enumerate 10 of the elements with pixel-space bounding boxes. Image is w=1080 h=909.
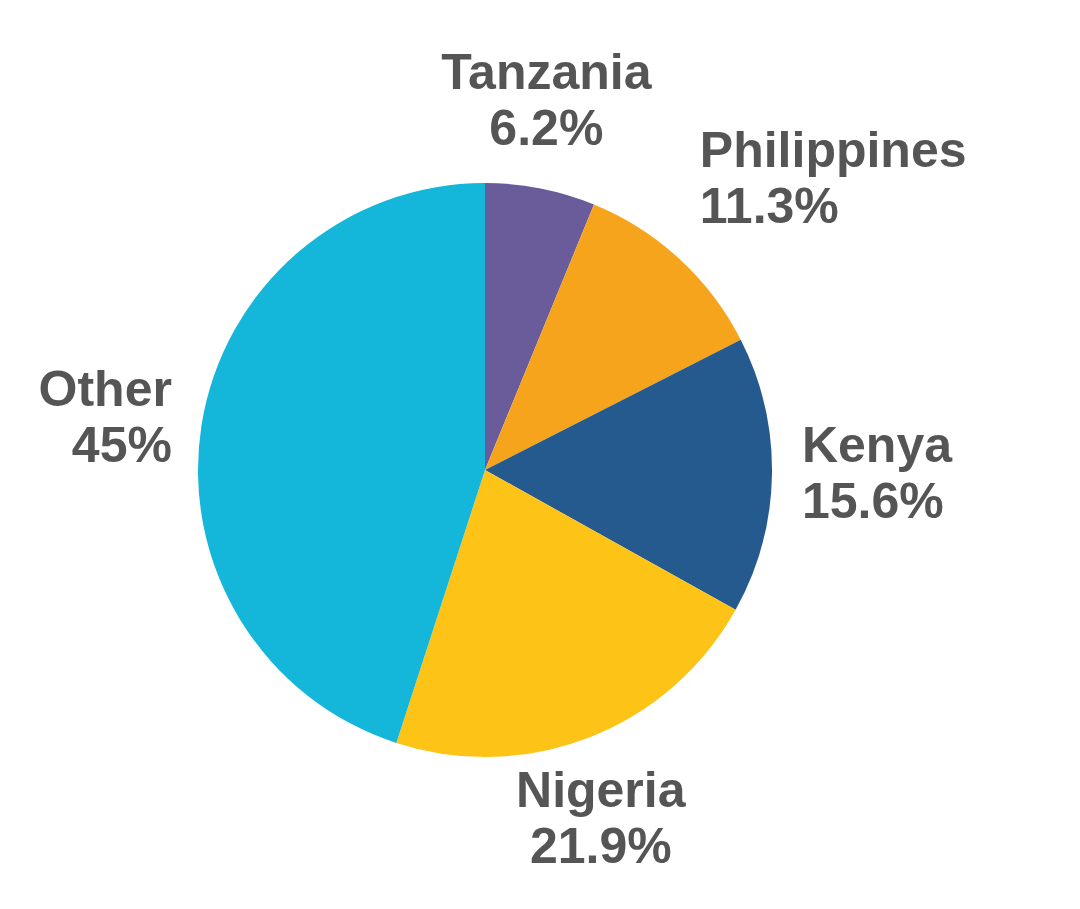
slice-label: Nigeria <box>516 761 687 818</box>
data-label: 15.6% <box>801 472 944 529</box>
data-label: 6.2% <box>489 99 604 156</box>
data-label: 11.3% <box>699 177 839 234</box>
slice-label: Tanzania <box>441 43 653 100</box>
slice-label: Kenya <box>801 416 954 473</box>
data-label: 21.9% <box>529 817 672 874</box>
data-label: 45% <box>71 417 172 474</box>
slice-label: Philippines <box>699 121 967 178</box>
slice-label: Other <box>38 361 172 418</box>
